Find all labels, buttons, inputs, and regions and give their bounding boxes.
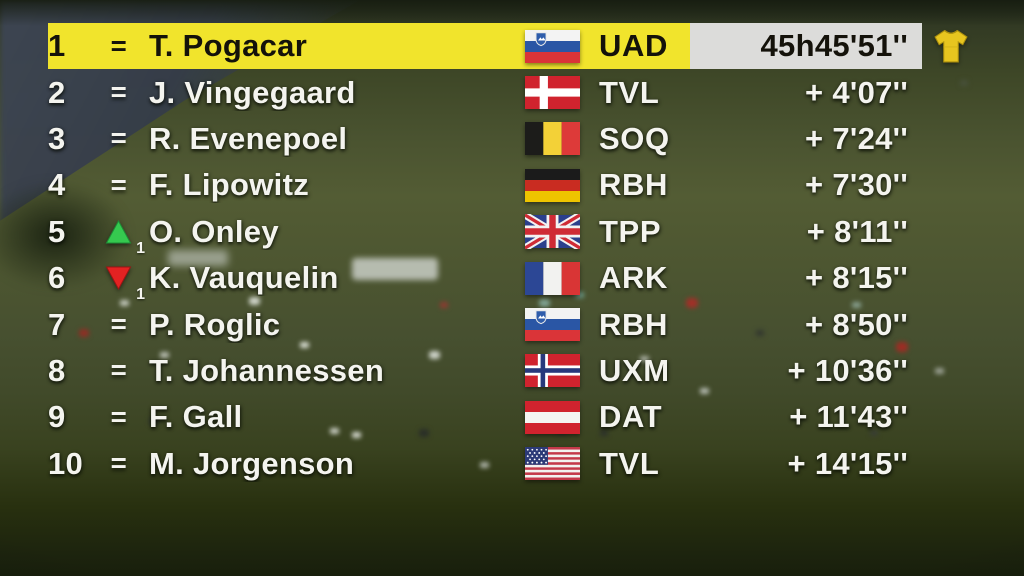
equals-glyph: = <box>110 169 127 200</box>
rank-number: 6 <box>48 260 66 296</box>
time-gap: + 8'15'' <box>805 260 908 296</box>
equals-glyph: = <box>110 123 127 154</box>
total-time: 45h45'51'' <box>760 28 908 64</box>
flag-france-icon <box>520 261 580 296</box>
team-code: UAD <box>599 28 668 64</box>
rider-name: T. Pogacar <box>149 28 308 64</box>
table-row: 8 = T. Johannessen UXM + 10'36'' <box>0 348 1024 394</box>
rank-number: 7 <box>48 306 66 342</box>
table-row: 6 1 K. Vauquelin ARK + 8'15'' <box>0 255 1024 303</box>
flag-united-kingdom-icon <box>520 214 580 250</box>
equals-glyph: = <box>110 355 127 386</box>
table-row: 4 = F. Lipowitz RBH + 7'30'' <box>0 162 1024 208</box>
team-code: UXM <box>599 352 670 388</box>
equals-glyph: = <box>110 309 127 339</box>
no-change-icon: = <box>110 30 127 61</box>
table-row: 1 = T. Pogacar UAD 45h45'51'' <box>0 23 1024 70</box>
camper-van-blur <box>352 258 438 280</box>
rank-number: 5 <box>48 213 66 249</box>
table-row: 7 = P. Roglic RBH + 8'50'' <box>0 301 1024 347</box>
time-gap: + 14'15'' <box>787 445 908 481</box>
top-shade <box>0 0 1024 26</box>
rank-number: 2 <box>48 74 66 110</box>
flag-belgium-icon <box>520 121 580 156</box>
rider-name: T. Johannessen <box>149 352 385 388</box>
position-up-icon: 1 <box>105 219 145 256</box>
rank-number: 8 <box>48 352 66 388</box>
time-gap: + 4'07'' <box>805 74 908 110</box>
time-gap: + 10'36'' <box>787 352 908 388</box>
table-row: 3 = R. Evenepoel SOQ + 7'24'' <box>0 116 1024 162</box>
time-gap: + 8'11'' <box>806 213 908 249</box>
flag-austria-icon <box>520 400 580 435</box>
equals-glyph: = <box>110 30 127 61</box>
trees-backdrop <box>0 180 130 290</box>
rider-name: F. Gall <box>149 399 243 435</box>
no-change-icon: = <box>110 169 127 200</box>
no-change-icon: = <box>110 123 127 154</box>
gc-leaderboard: 1 = T. Pogacar UAD 45h45'51'' 2 = J. Vingegaard… <box>0 23 1024 487</box>
no-change-icon: = <box>110 355 127 386</box>
rank-number: 9 <box>48 399 66 435</box>
table-row: 2 = J. Vingegaard TVL + 4'07'' <box>0 69 1024 115</box>
rank-number: 10 <box>48 445 84 481</box>
flag-norway-icon <box>520 353 580 388</box>
team-code: DAT <box>599 399 663 435</box>
rider-name: K. Vauquelin <box>149 260 339 296</box>
positions-changed-count: 1 <box>136 286 145 304</box>
rank-number: 1 <box>48 28 66 64</box>
positions-changed-count: 1 <box>136 239 145 257</box>
no-change-icon: = <box>110 448 127 479</box>
table-row: 5 1 O. Onley TPP + 8'11'' <box>0 209 1024 257</box>
flag-united-states-icon <box>520 446 580 481</box>
rider-name: J. Vingegaard <box>149 74 356 110</box>
team-code: ARK <box>599 260 668 296</box>
table-row: 10 = M. Jorgenson TVL + 14'15'' <box>0 441 1024 487</box>
camper-van-blur <box>168 250 228 266</box>
team-code: TVL <box>599 445 660 481</box>
rider-name: M. Jorgenson <box>149 445 355 481</box>
time-gap: + 8'50'' <box>805 306 908 342</box>
flag-slovenia-icon <box>520 29 580 64</box>
flag-denmark-icon <box>520 75 580 110</box>
position-down-icon: 1 <box>105 265 145 303</box>
no-change-icon: = <box>110 309 127 339</box>
team-code: RBH <box>599 167 668 203</box>
rider-name: O. Onley <box>149 213 279 249</box>
no-change-icon: = <box>110 401 127 432</box>
team-code: TPP <box>599 213 662 249</box>
team-code: SOQ <box>599 120 670 156</box>
red-down-triangle-icon <box>105 265 132 291</box>
table-row: 9 = F. Gall DAT + 11'43'' <box>0 394 1024 440</box>
rider-name: R. Evenepoel <box>149 120 348 156</box>
equals-glyph: = <box>110 401 127 432</box>
time-gap: + 11'43'' <box>789 399 908 435</box>
rider-name: P. Roglic <box>149 306 281 342</box>
rank-number: 4 <box>48 167 66 203</box>
flag-germany-icon <box>520 168 580 203</box>
green-up-triangle-icon <box>105 219 132 245</box>
team-code: TVL <box>599 74 660 110</box>
time-gap: + 7'24'' <box>805 120 908 156</box>
team-code: RBH <box>599 306 668 342</box>
flag-slovenia-icon <box>520 307 580 342</box>
rank-number: 3 <box>48 120 66 156</box>
rider-name: F. Lipowitz <box>149 167 309 203</box>
equals-glyph: = <box>110 77 127 107</box>
time-gap: + 7'30'' <box>805 167 908 203</box>
no-change-icon: = <box>110 77 127 107</box>
yellow-jersey-icon <box>922 26 971 66</box>
equals-glyph: = <box>110 448 127 479</box>
